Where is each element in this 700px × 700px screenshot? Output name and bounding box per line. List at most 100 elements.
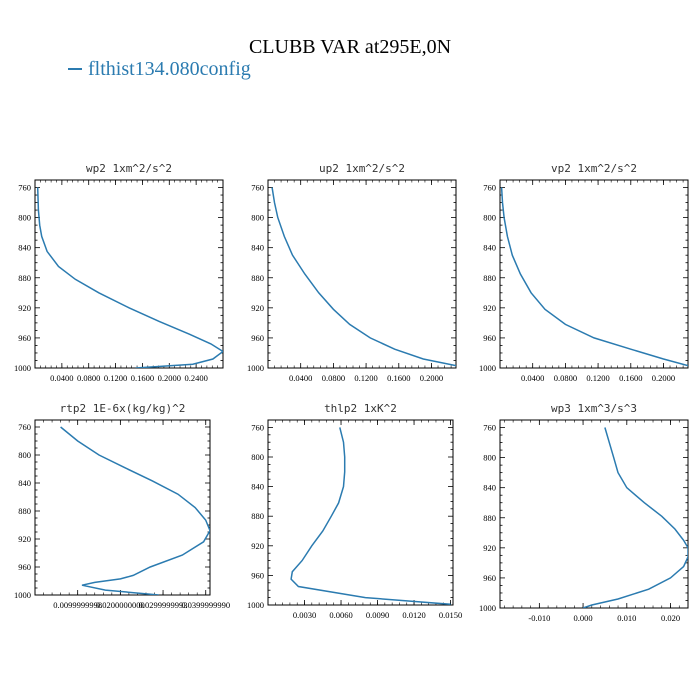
- series-line: [271, 187, 456, 367]
- y-tick-label: 840: [251, 243, 264, 253]
- series-line: [500, 187, 688, 367]
- panel-title: vp2 1xm^2/s^2: [551, 162, 637, 175]
- x-tick-label: 0.1600: [387, 373, 410, 383]
- y-tick-label: 840: [18, 478, 31, 488]
- series-line: [290, 427, 451, 605]
- x-tick-label: 0.0400: [289, 373, 312, 383]
- panel-3: vp2 1xm^2/s^2 760 800 840 880 920 960 1000 0.040…: [479, 162, 689, 383]
- panel-title: thlp2 1xK^2: [324, 402, 397, 415]
- x-tick-label: 0.1600: [131, 373, 154, 383]
- y-tick-label: 800: [251, 452, 264, 462]
- panel-1: wp2 1xm^2/s^2 760 800 840 880 920 960 1000 0.040…: [14, 162, 224, 383]
- legend-label: flthist134.080config: [88, 58, 251, 80]
- series-line: [36, 187, 223, 368]
- x-tick-label: 0.0150: [439, 610, 462, 620]
- x-tick-label: 0.0399999990: [181, 600, 230, 610]
- y-tick-label: 960: [18, 333, 31, 343]
- panel-2: up2 1xm^2/s^2 760 800 840 880 920 960 1000 0.040…: [247, 162, 457, 383]
- y-tick-label: 960: [483, 333, 496, 343]
- y-tick-label: 840: [483, 243, 496, 253]
- plot-frame: [34, 419, 211, 596]
- x-tick-label: 0.2400: [184, 373, 207, 383]
- y-tick-label: 760: [18, 422, 31, 432]
- plot-frame: [499, 179, 689, 369]
- y-tick-label: 1000: [479, 603, 496, 613]
- x-tick-label: 0.2000: [652, 373, 675, 383]
- plot-frame: [34, 179, 224, 369]
- legend: flthist134.080config: [68, 58, 251, 81]
- y-tick-label: 800: [483, 453, 496, 463]
- x-tick-label: 0.0400: [521, 373, 544, 383]
- y-tick-label: 920: [18, 303, 31, 313]
- y-tick-label: 920: [483, 543, 496, 553]
- y-tick-label: 960: [251, 333, 264, 343]
- y-tick-label: 1000: [14, 363, 31, 373]
- x-tick-label: 0.1600: [619, 373, 642, 383]
- y-tick-label: 760: [251, 183, 264, 193]
- x-tick-label: 0.0800: [77, 373, 100, 383]
- y-tick-label: 920: [483, 303, 496, 313]
- panel-5: thlp2 1xK^2 760 800 840 880 920 960 1000 0.0030 0…: [247, 402, 462, 620]
- x-tick-label: 0.1200: [104, 373, 127, 383]
- panel-6: wp3 1xm^3/s^3 760 800 840 880 920 960 1000 -0.01…: [479, 402, 689, 623]
- y-tick-label: 880: [483, 273, 496, 283]
- x-tick-label: 0.0060: [329, 610, 352, 620]
- x-tick-label: 0.0030: [293, 610, 316, 620]
- plot-frame: [267, 419, 454, 606]
- series-line: [60, 426, 210, 595]
- y-tick-label: 760: [251, 422, 264, 432]
- y-tick-label: 920: [251, 541, 264, 551]
- plot-frame: [267, 179, 457, 369]
- y-tick-label: 880: [18, 273, 31, 283]
- y-tick-label: 840: [483, 483, 496, 493]
- y-tick-label: 1000: [247, 363, 264, 373]
- panel-title: up2 1xm^2/s^2: [319, 162, 405, 175]
- x-tick-label: 0.1200: [586, 373, 609, 383]
- y-tick-label: 800: [251, 213, 264, 223]
- y-tick-label: 760: [18, 183, 31, 193]
- y-tick-label: 760: [483, 183, 496, 193]
- y-tick-label: 1000: [479, 363, 496, 373]
- x-tick-label: -0.010: [528, 613, 550, 623]
- y-tick-label: 1000: [247, 600, 264, 610]
- panel-title: wp2 1xm^2/s^2: [86, 162, 172, 175]
- x-tick-label: 0.0099999998: [53, 600, 102, 610]
- panel-title: wp3 1xm^3/s^3: [551, 402, 637, 415]
- x-tick-label: 0.2000: [158, 373, 181, 383]
- x-tick-label: 0.000: [574, 613, 593, 623]
- x-tick-label: 0.020: [661, 613, 680, 623]
- y-tick-label: 840: [251, 482, 264, 492]
- y-tick-label: 920: [18, 534, 31, 544]
- x-tick-label: 0.1200: [354, 373, 377, 383]
- x-tick-label: 0.0090: [366, 610, 389, 620]
- y-tick-label: 880: [251, 273, 264, 283]
- x-tick-label: 0.0800: [554, 373, 577, 383]
- x-tick-label: 0.0800: [322, 373, 345, 383]
- y-tick-label: 880: [18, 506, 31, 516]
- y-tick-label: 800: [483, 213, 496, 223]
- y-tick-label: 800: [18, 450, 31, 460]
- y-tick-label: 840: [18, 243, 31, 253]
- y-tick-label: 960: [251, 570, 264, 580]
- plot-frame: [499, 419, 689, 609]
- panel-4: rtp2 1E-6x(kg/kg)^2 760 800 840 880 920 960 100…: [14, 402, 230, 610]
- x-tick-label: 0.0299999993: [139, 600, 188, 610]
- x-tick-label: 0.2000: [420, 373, 443, 383]
- y-tick-label: 880: [251, 511, 264, 521]
- y-tick-label: 880: [483, 513, 496, 523]
- y-tick-label: 960: [18, 562, 31, 572]
- y-tick-label: 1000: [14, 590, 31, 600]
- y-tick-label: 760: [483, 423, 496, 433]
- x-tick-label: 0.0120: [402, 610, 425, 620]
- page-title: CLUBB VAR at295E,0N: [248, 36, 452, 58]
- y-tick-label: 960: [483, 573, 496, 583]
- series-line: [582, 427, 688, 608]
- x-tick-label: 0.0400: [50, 373, 73, 383]
- x-tick-label: 0.0200000000: [96, 600, 145, 610]
- x-tick-label: 0.010: [617, 613, 636, 623]
- panel-title: rtp2 1E-6x(kg/kg)^2: [60, 402, 186, 415]
- y-tick-label: 920: [251, 303, 264, 313]
- legend-line-swatch: [68, 68, 82, 71]
- y-tick-label: 800: [18, 213, 31, 223]
